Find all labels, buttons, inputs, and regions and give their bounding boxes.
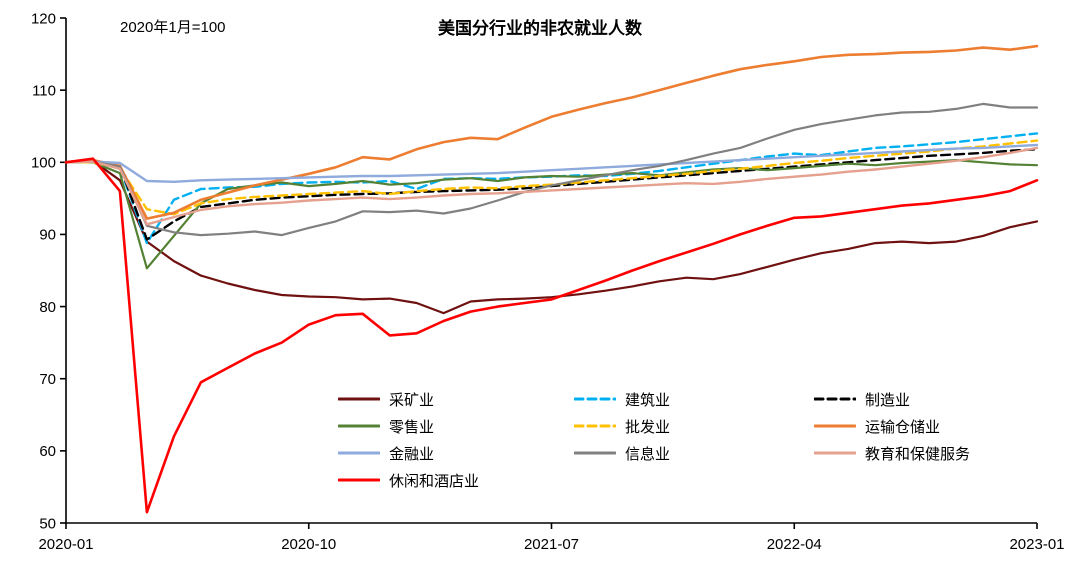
legend-item-9: 休闲和酒店业 [338, 470, 574, 490]
legend-label-8: 教育和保健服务 [865, 445, 971, 463]
legend-swatch-3 [338, 424, 380, 428]
legend-swatch-5 [814, 424, 856, 428]
y-tick-label: 70 [39, 371, 56, 388]
y-tick-label: 90 [39, 227, 56, 244]
x-tick-label: 2023-01 [1009, 536, 1064, 553]
y-tick-label: 60 [39, 443, 56, 460]
series-line-7 [64, 102, 1039, 237]
legend-label-4: 批发业 [625, 418, 671, 436]
legend-item-3: 零售业 [338, 416, 574, 436]
x-tick-label: 2022-04 [767, 536, 822, 553]
legend-item-1: 建筑业 [574, 389, 814, 409]
legend-item-7: 信息业 [574, 443, 814, 463]
y-tick-label: 50 [39, 515, 56, 532]
legend-swatch-7 [574, 451, 616, 455]
legend-label-1: 建筑业 [625, 391, 671, 409]
legend-item-0: 采矿业 [338, 389, 574, 409]
series-line-1 [64, 132, 1039, 245]
legend-item-8: 教育和保健服务 [814, 443, 1066, 463]
legend-label-2: 制造业 [865, 391, 911, 409]
chart-legend: 采矿业 建筑业 制造业零售业 批发业 运输仓储业金融业 信息业 教育和保健服务休闲和酒店业 [338, 389, 1066, 490]
x-tick-label: 2020-01 [38, 536, 93, 553]
legend-item-5: 运输仓储业 [814, 416, 1066, 436]
legend-label-6: 金融业 [389, 445, 435, 463]
legend-swatch-9 [338, 478, 380, 482]
y-tick-label: 100 [31, 155, 56, 172]
legend-label-0: 采矿业 [389, 391, 435, 409]
legend-swatch-8 [814, 451, 856, 455]
legend-item-2: 制造业 [814, 389, 1066, 409]
series-line-9 [64, 157, 1039, 514]
x-tick-label: 2021-07 [524, 536, 579, 553]
series-line-5 [64, 44, 1039, 220]
legend-item-4: 批发业 [574, 416, 814, 436]
y-tick-label: 110 [32, 82, 56, 99]
legend-label-5: 运输仓储业 [865, 418, 941, 436]
legend-label-9: 休闲和酒店业 [389, 472, 480, 490]
y-tick-label: 80 [39, 299, 56, 316]
chart-subtitle: 2020年1月=100 [120, 19, 226, 36]
series-line-3 [64, 159, 1039, 270]
legend-label-7: 信息业 [625, 445, 671, 463]
y-tick-label: 120 [31, 10, 56, 27]
legend-swatch-2 [814, 397, 856, 401]
legend-item-6: 金融业 [338, 443, 574, 463]
legend-swatch-4 [574, 424, 616, 428]
series-line-8 [64, 146, 1039, 226]
series-line-6 [64, 143, 1039, 184]
chart-title: 美国分行业的非农就业人数 [438, 19, 642, 38]
legend-swatch-6 [338, 451, 380, 455]
series-line-0 [64, 159, 1039, 315]
legend-swatch-0 [338, 397, 380, 401]
legend-label-3: 零售业 [389, 418, 435, 436]
legend-swatch-1 [574, 397, 616, 401]
x-tick-label: 2020-10 [281, 536, 336, 553]
